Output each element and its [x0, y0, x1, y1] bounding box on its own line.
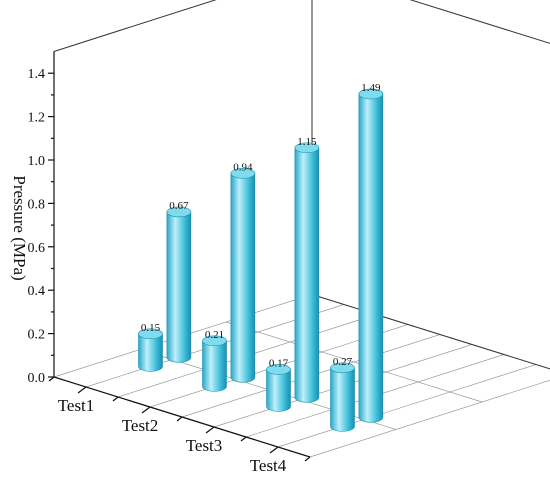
y-tick-label: 1.2 [28, 111, 46, 126]
bar-value-label: 0.67 [169, 200, 189, 212]
bar-body [138, 333, 163, 372]
bar: 0.94 [230, 161, 256, 383]
x-minor-tick [112, 396, 119, 402]
x-minor-tick [176, 416, 183, 422]
bar-value-label: 0.17 [269, 357, 289, 369]
x-tick-label: Test3 [186, 436, 223, 455]
y-tick-label: 0.2 [28, 328, 46, 343]
bar: 0.67 [166, 200, 192, 363]
x-tick-label: Test4 [250, 456, 287, 475]
x-tick [269, 446, 279, 454]
bar-body [294, 147, 320, 403]
floor-grid-line [277, 364, 537, 448]
bar-value-label: 0.21 [205, 329, 224, 341]
bar-body [230, 173, 256, 383]
bar: 0.15 [138, 322, 163, 372]
bar-top [166, 206, 192, 218]
bar-body [330, 367, 355, 432]
x-tick [77, 386, 87, 394]
bar-value-label: 1.49 [361, 82, 381, 94]
y-tick-label: 1.4 [28, 67, 46, 82]
bar-body [202, 340, 227, 392]
bar: 1.49 [358, 82, 384, 423]
x-minor-tick [304, 456, 311, 462]
y-tick-label: 1.0 [28, 154, 46, 169]
bars: 0.67 0.94 1.15 1.49 0.15 0.21 0.17 0.27 [138, 82, 384, 432]
x-minor-tick [240, 436, 247, 442]
bar-top [358, 88, 384, 100]
bar-body [266, 369, 291, 412]
x-tick-label: Test1 [58, 396, 95, 415]
bar-top [230, 168, 256, 179]
floor-back-edge [311, 294, 550, 370]
bar: 0.21 [202, 329, 227, 392]
floor-grid-line [309, 379, 550, 458]
y-tick-label: 0.4 [28, 284, 46, 299]
bar-body [358, 93, 384, 423]
y-axis-label: Pressure (MPa) [10, 175, 29, 280]
bar-top [266, 364, 291, 375]
x-tick-label: Test2 [122, 416, 159, 435]
axes: 0.0 0.2 0.4 0.6 0.8 1.0 1.2 1.4 Test1 Test2 Test3 T… [28, 51, 311, 475]
x-minor-tick [48, 376, 55, 382]
y-tick-label: 0.6 [28, 241, 46, 256]
bar-top [138, 328, 163, 340]
frame-top-left-edge [53, 0, 217, 52]
bar-top [294, 142, 320, 154]
bar: 0.17 [266, 357, 291, 412]
bar: 1.15 [294, 136, 320, 403]
bar: 0.27 [330, 356, 355, 432]
x-tick [141, 406, 151, 414]
bar-value-label: 1.15 [297, 136, 317, 148]
frame-top-right-edge [409, 0, 550, 44]
bar-value-label: 0.94 [233, 161, 253, 173]
bar-value-label: 0.15 [141, 322, 161, 334]
y-tick-label: 0.8 [28, 197, 46, 212]
bar-top [330, 362, 355, 374]
bar-body [166, 211, 192, 363]
floor-grid-line [225, 321, 483, 403]
bar-value-label: 0.27 [333, 356, 353, 368]
x-tick [205, 426, 215, 434]
bar-top [202, 335, 227, 347]
y-tick-label: 0.0 [28, 371, 46, 386]
